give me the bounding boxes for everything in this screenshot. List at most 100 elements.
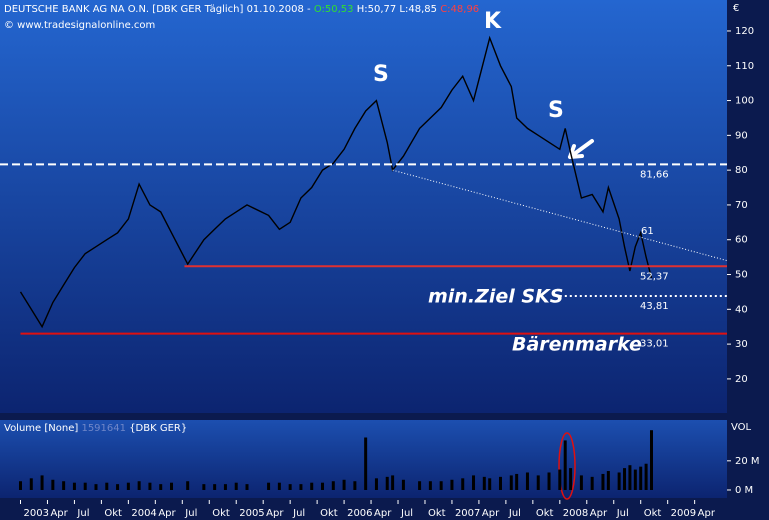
volume-bar <box>509 475 513 490</box>
volume-bar <box>628 465 632 490</box>
volume-bar <box>321 482 325 490</box>
x-tick-label: 2007 <box>455 508 480 519</box>
volume-bar <box>310 482 314 490</box>
volume-bar <box>385 476 389 490</box>
x-tick-label: Apr <box>374 508 392 519</box>
x-tick-label: Apr <box>266 508 284 519</box>
low: L:48,85 <box>399 4 437 15</box>
volume-bar <box>461 478 465 490</box>
volume-bar <box>353 481 357 490</box>
volume-bar <box>418 481 422 490</box>
volume-bar <box>558 469 562 490</box>
volume-panel <box>0 420 727 498</box>
symbol: DEUTSCHE BANK AG NA O.N. [DBK GER Täglic… <box>4 4 311 15</box>
annotation: K <box>484 9 502 34</box>
volume-bar <box>137 481 141 490</box>
volume-bar <box>18 481 22 490</box>
volume-bar <box>94 484 98 490</box>
volume-bar <box>488 478 492 490</box>
volume-bar <box>563 440 567 490</box>
volume-bar <box>569 468 573 490</box>
volume-bar <box>126 482 130 490</box>
volume-bar <box>401 479 405 490</box>
volume-bar <box>606 471 610 490</box>
volume-bar <box>277 482 281 490</box>
level-label: 43,81 <box>640 301 669 312</box>
x-tick-label: 2009 <box>671 508 696 519</box>
x-tick-label: Jul <box>616 508 629 519</box>
volume-bar <box>342 479 346 490</box>
volume-bar <box>633 469 637 490</box>
x-tick-label: Okt <box>104 508 122 519</box>
volume-bar <box>62 481 66 490</box>
x-tick-label: Okt <box>212 508 230 519</box>
level-label: 52,37 <box>640 271 669 282</box>
annotation: Bärenmarke <box>512 334 642 356</box>
y-tick-label: 20 <box>735 374 748 385</box>
volume-header: Volume [None] 1591641 {DBK GER} <box>4 423 187 434</box>
y-tick-label: 100 <box>735 96 754 107</box>
volume-bar <box>601 473 605 490</box>
highlight-ellipse <box>558 432 576 500</box>
volume-bar <box>623 468 627 490</box>
volume-bar <box>498 476 502 490</box>
price-line <box>19 35 653 329</box>
y-tick-label: 90 <box>735 130 748 141</box>
volume-bar <box>428 481 432 490</box>
volume-bar <box>644 463 648 490</box>
x-tick-label: 2005 <box>239 508 264 519</box>
volume-bar <box>186 481 190 490</box>
volume-bar <box>472 475 476 490</box>
high: H:50,77 <box>357 4 397 15</box>
y-tick-label: 40 <box>735 304 748 315</box>
volume-symbol: {DBK GER} <box>129 423 187 434</box>
volume-bar <box>579 475 583 490</box>
price-panel <box>0 0 727 413</box>
volume-axis-title: VOL <box>731 422 752 433</box>
volume-bar <box>148 482 152 490</box>
x-tick-label: Jul <box>292 508 305 519</box>
y-tick-label: 20 M <box>735 456 760 467</box>
chart-header: DEUTSCHE BANK AG NA O.N. [DBK GER Täglic… <box>4 4 479 15</box>
volume-bar <box>223 484 227 490</box>
x-tick-label: 2003 <box>23 508 48 519</box>
volume-bar <box>299 484 303 490</box>
volume-bar <box>116 484 120 490</box>
volume-bar <box>245 484 249 490</box>
annotation: S <box>548 98 564 123</box>
y-tick-label: 30 <box>735 339 748 350</box>
volume-bar <box>72 482 76 490</box>
x-tick-label: Jul <box>184 508 197 519</box>
volume-bar <box>202 484 206 490</box>
volume-bar <box>267 482 271 490</box>
x-tick-label: Apr <box>698 508 716 519</box>
volume-title: Volume [None] <box>4 423 78 434</box>
volume-bar <box>159 484 163 490</box>
volume-bar <box>374 478 378 490</box>
volume-bar <box>391 475 395 490</box>
x-tick-label: Apr <box>590 508 608 519</box>
trendline-label: 61 <box>641 226 654 237</box>
x-tick-label: Apr <box>482 508 500 519</box>
x-tick-label: Okt <box>428 508 446 519</box>
y-tick-label: 60 <box>735 235 748 246</box>
volume-bar <box>364 437 368 490</box>
volume-bar <box>590 476 594 490</box>
annotation: min.Ziel SKS <box>428 286 563 308</box>
volume-bar <box>331 481 335 490</box>
volume-bar <box>547 472 551 490</box>
volume-bar <box>234 482 238 490</box>
volume-bar <box>525 472 529 490</box>
x-tick-label: Apr <box>50 508 68 519</box>
y-tick-label: 70 <box>735 200 748 211</box>
volume-bar <box>51 479 55 490</box>
volume-bar <box>515 473 519 490</box>
currency: € <box>733 3 739 14</box>
volume-bar <box>536 475 540 490</box>
copyright: © www.tradesignalonline.com <box>4 20 155 31</box>
y-tick-label: 50 <box>735 270 748 281</box>
volume-bar <box>213 484 217 490</box>
y-tick-label: 0 M <box>735 485 753 496</box>
volume-bar <box>105 482 109 490</box>
